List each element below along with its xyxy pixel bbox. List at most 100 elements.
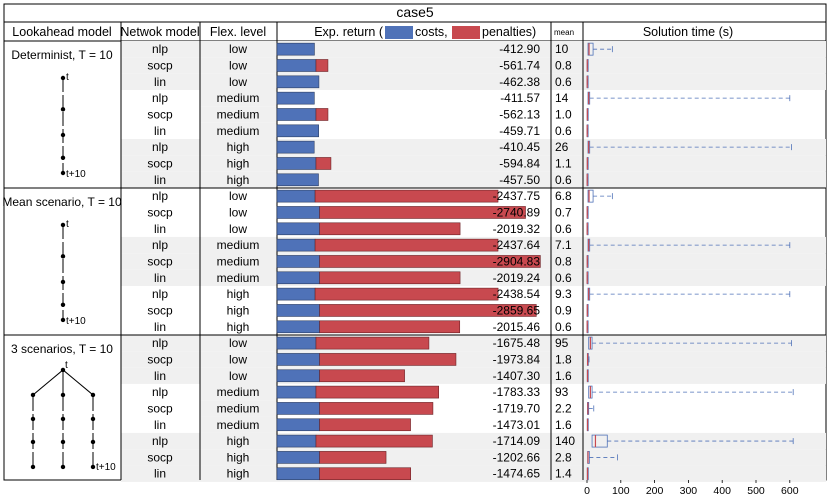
row-shade xyxy=(121,57,826,74)
flex-level-cell: high xyxy=(227,320,250,334)
expected-return-value: -2437.64 xyxy=(493,238,541,252)
mean-time-value: 2.8 xyxy=(555,450,572,464)
costs-bar xyxy=(276,238,316,252)
tree-node xyxy=(60,302,66,307)
mean-time-value: 0.6 xyxy=(555,173,572,187)
mean-time-value: 1.0 xyxy=(555,107,572,121)
mean-time-value: 93 xyxy=(555,385,569,399)
costs-bar xyxy=(276,206,320,219)
time-axis-tick-label: 500 xyxy=(747,485,765,497)
table-row: lin low -1407.30 1.6 xyxy=(154,369,589,383)
mean-time-value: 0.6 xyxy=(555,271,572,285)
flex-level-cell: low xyxy=(229,42,247,56)
expected-return-value: -2859.65 xyxy=(493,303,541,317)
table-row: lin medium -459.71 0.6 xyxy=(154,124,589,138)
time-box xyxy=(591,434,608,448)
flex-cell-shade xyxy=(200,269,277,286)
row-shade xyxy=(121,73,826,90)
penalties-bar xyxy=(314,189,499,203)
table-row: nlp low -412.90 10 xyxy=(152,42,613,56)
network-model-cell: lin xyxy=(154,418,166,432)
penalties-bar xyxy=(319,206,526,219)
mean-time-value: 7.1 xyxy=(555,238,572,252)
header-flex-level: Flex. level xyxy=(210,25,266,39)
costs-bar xyxy=(276,173,319,187)
mean-time-value: 1.4 xyxy=(555,467,572,481)
costs-bar xyxy=(276,222,320,236)
penalties-bar xyxy=(314,287,499,301)
costs-bar xyxy=(276,434,317,448)
expected-return-value: -2740.89 xyxy=(493,205,541,219)
mean-time-value: 1.1 xyxy=(555,156,572,170)
mean-time-value: 9.3 xyxy=(555,287,572,301)
table-row: nlp medium -2437.64 7.1 xyxy=(152,238,791,252)
table-row: socp high -1202.66 2.8 xyxy=(147,450,618,464)
expected-return-value: -594.84 xyxy=(499,156,540,170)
expected-return-value: -2437.75 xyxy=(493,189,541,203)
network-model-cell: lin xyxy=(154,320,166,334)
mean-time-value: 1.6 xyxy=(555,369,572,383)
lookahead-group: Determinist, T = 10 t t+10 xyxy=(11,48,113,180)
tree-node xyxy=(30,464,36,470)
flex-level-cell: medium xyxy=(217,418,260,432)
time-box xyxy=(587,189,594,203)
tree-edge xyxy=(62,369,94,396)
expected-return-value: -410.45 xyxy=(499,140,540,154)
network-model-cell: nlp xyxy=(152,189,168,203)
tree-node xyxy=(60,416,66,422)
costs-bar xyxy=(276,75,320,89)
network-model-cell: nlp xyxy=(152,287,168,301)
tree-node xyxy=(60,439,66,445)
expected-return-value: -1675.48 xyxy=(493,336,541,350)
flex-level-cell: low xyxy=(229,352,247,366)
expected-return-value: -1719.70 xyxy=(493,401,541,415)
flex-level-cell: medium xyxy=(217,107,260,121)
header-mean: mean xyxy=(554,28,574,37)
expected-return-value: -2019.32 xyxy=(493,222,541,236)
flex-level-cell: high xyxy=(227,467,250,481)
mean-time-value: 0.6 xyxy=(555,75,572,89)
expected-return-value: -1474.65 xyxy=(493,467,541,481)
penalties-bar xyxy=(315,434,433,448)
network-model-cell: lin xyxy=(154,271,166,285)
network-model-cell: socp xyxy=(147,107,173,121)
table-row: socp medium -2904.83 0.8 xyxy=(147,254,589,268)
flex-level-cell: high xyxy=(227,156,250,170)
table-row: lin medium -2019.24 0.6 xyxy=(154,271,589,285)
tree-node xyxy=(60,155,66,160)
network-model-cell: nlp xyxy=(152,434,168,448)
flex-level-cell: high xyxy=(227,287,250,301)
time-axis-tick-label: 200 xyxy=(646,485,664,497)
time-axis-tick-label: 100 xyxy=(612,485,630,497)
tree-node xyxy=(90,439,96,445)
flex-level-cell: high xyxy=(227,434,250,448)
table-row: lin low -2019.32 0.6 xyxy=(154,222,589,236)
tree-node xyxy=(60,75,66,81)
tree-node xyxy=(60,464,66,470)
costs-bar xyxy=(276,287,316,301)
table-row: nlp medium -1783.33 93 xyxy=(152,385,794,399)
header-row: Lookahead model Netwok model Flex. level… xyxy=(12,25,733,39)
mean-time-value: 2.2 xyxy=(555,401,572,415)
table-row: nlp medium -411.57 14 xyxy=(152,91,791,105)
flex-level-cell: medium xyxy=(217,385,260,399)
table-row: nlp low -2437.75 6.8 xyxy=(152,189,613,203)
expected-return-value: -459.71 xyxy=(499,124,540,138)
tree-node xyxy=(30,439,36,445)
penalties-bar xyxy=(319,418,411,432)
flex-level-cell: low xyxy=(229,58,247,72)
time-axis-tick-label: 400 xyxy=(713,485,731,497)
mean-time-value: 140 xyxy=(555,434,575,448)
network-model-cell: lin xyxy=(154,467,166,481)
mean-time-value: 1.6 xyxy=(555,418,572,432)
network-model-cell: nlp xyxy=(152,238,168,252)
network-model-cell: lin xyxy=(154,75,166,89)
flex-level-cell: high xyxy=(227,140,250,154)
flex-cell-shade xyxy=(200,383,277,401)
network-model-cell: nlp xyxy=(152,336,168,350)
flex-level-cell: medium xyxy=(217,91,260,105)
tree-node xyxy=(30,416,36,422)
network-model-cell: lin xyxy=(154,369,166,383)
penalties-bar xyxy=(319,402,434,415)
table-row: socp high -594.84 1.1 xyxy=(147,156,589,170)
